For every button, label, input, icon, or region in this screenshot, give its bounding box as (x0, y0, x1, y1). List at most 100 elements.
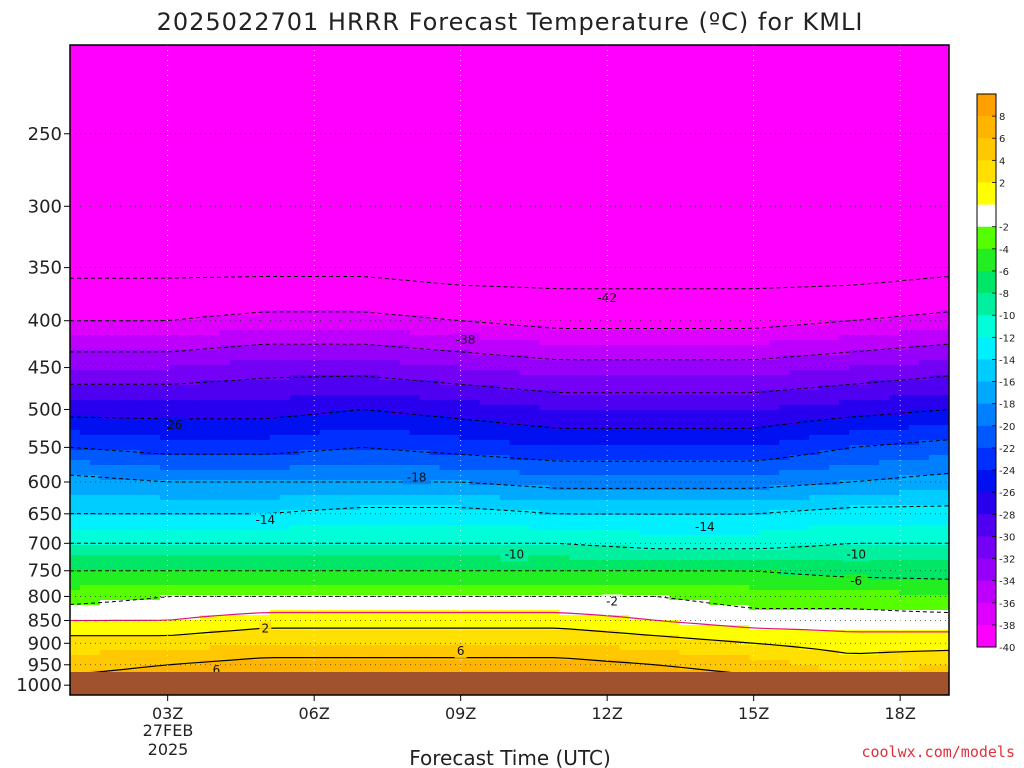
temperature-cell (89, 160, 101, 166)
temperature-cell (539, 50, 551, 56)
temperature-cell (99, 260, 111, 266)
temperature-cell (209, 210, 221, 216)
temperature-cell (439, 180, 451, 186)
temperature-cell (119, 160, 131, 166)
temperature-cell (929, 245, 940, 251)
temperature-cell (379, 270, 391, 276)
temperature-cell (419, 275, 431, 281)
temperature-cell (749, 255, 760, 261)
temperature-cell (749, 100, 760, 106)
temperature-cell (779, 90, 790, 96)
temperature-cell (479, 175, 491, 181)
temperature-cell (369, 300, 381, 306)
temperature-cell (789, 315, 800, 321)
temperature-cell (639, 165, 650, 171)
temperature-cell (449, 130, 461, 136)
temperature-cell (269, 120, 281, 126)
temperature-cell (769, 115, 780, 121)
temperature-cell (379, 215, 391, 221)
temperature-cell (939, 135, 949, 141)
temperature-cell (229, 185, 241, 191)
temperature-cell (819, 90, 830, 96)
temperature-cell (189, 310, 201, 316)
temperature-cell (519, 260, 531, 266)
temperature-cell (719, 215, 730, 221)
temperature-cell (499, 205, 511, 211)
temperature-cell (149, 85, 161, 91)
temperature-cell (879, 45, 890, 51)
temperature-cell (499, 85, 511, 91)
temperature-cell (169, 215, 181, 221)
temperature-cell (139, 75, 151, 81)
temperature-cell (319, 50, 331, 56)
temperature-cell (529, 265, 541, 271)
temperature-cell (469, 70, 481, 76)
temperature-cell (529, 270, 541, 276)
temperature-cell (809, 220, 820, 226)
temperature-cell (169, 325, 181, 331)
temperature-cell (159, 305, 171, 311)
temperature-cell (659, 130, 670, 136)
temperature-cell (779, 50, 790, 56)
temperature-cell (869, 200, 880, 206)
temperature-cell (799, 175, 810, 181)
temperature-cell (639, 140, 650, 146)
temperature-cell (249, 55, 261, 61)
temperature-cell (819, 75, 830, 81)
temperature-cell (719, 280, 730, 286)
temperature-cell (109, 305, 121, 311)
temperature-cell (299, 200, 311, 206)
temperature-cell (299, 60, 311, 66)
temperature-cell (369, 200, 381, 206)
temperature-cell (549, 290, 561, 296)
temperature-cell (239, 145, 251, 151)
temperature-cell (229, 90, 241, 96)
temperature-cell (99, 120, 111, 126)
temperature-cell (219, 285, 231, 291)
temperature-cell (479, 215, 491, 221)
temperature-cell (779, 165, 790, 171)
temperature-cell (489, 130, 501, 136)
temperature-cell (469, 115, 481, 121)
temperature-cell (639, 180, 650, 186)
temperature-cell (919, 100, 930, 106)
temperature-cell (589, 190, 600, 196)
temperature-cell (799, 200, 810, 206)
temperature-cell (359, 210, 371, 216)
temperature-cell (269, 305, 281, 311)
temperature-cell (909, 320, 920, 326)
temperature-cell (719, 150, 730, 156)
temperature-cell (649, 270, 660, 276)
temperature-cell (439, 265, 451, 271)
temperature-cell (229, 175, 241, 181)
temperature-cell (239, 180, 251, 186)
temperature-cell (609, 285, 620, 291)
temperature-cell (639, 75, 650, 81)
temperature-cell (889, 155, 900, 161)
temperature-cell (309, 65, 321, 71)
temperature-cell (149, 320, 161, 326)
temperature-cell (139, 80, 151, 86)
temperature-cell (99, 60, 111, 66)
temperature-cell (399, 285, 411, 291)
temperature-cell (479, 240, 491, 246)
temperature-cell (289, 220, 301, 226)
temperature-cell (359, 280, 371, 286)
temperature-cell (289, 80, 301, 86)
temperature-cell (429, 235, 441, 241)
temperature-cell (179, 110, 191, 116)
temperature-cell (179, 95, 191, 101)
temperature-cell (869, 205, 880, 211)
temperature-cell (649, 280, 660, 286)
temperature-cell (619, 275, 630, 281)
temperature-cell (399, 80, 411, 86)
temperature-cell (119, 115, 131, 121)
temperature-cell (299, 190, 311, 196)
temperature-cell (119, 250, 131, 256)
temperature-cell (699, 205, 710, 211)
temperature-cell (169, 180, 181, 186)
temperature-cell (89, 120, 101, 126)
temperature-cell (559, 75, 571, 81)
temperature-cell (639, 190, 650, 196)
temperature-cell (609, 110, 620, 116)
